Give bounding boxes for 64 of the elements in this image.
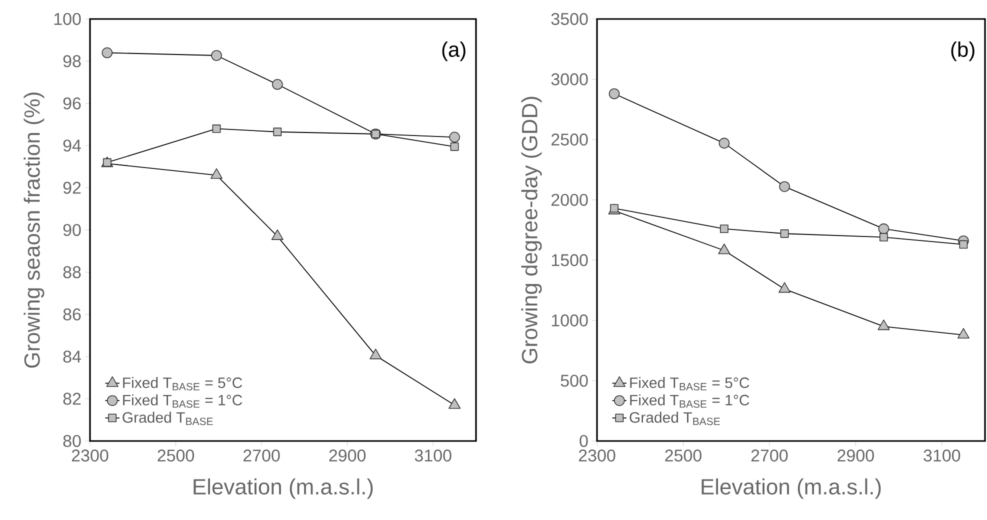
legend-label: Fixed T$_{BASE}$ = 1°C [123, 394, 242, 408]
y-axis-title: Growing degree-day (GDD) [521, 96, 542, 364]
legend-label: Fixed T$_{BASE}$ = 5°C [123, 377, 242, 390]
x-tick-label: 2500 [665, 450, 702, 462]
point [271, 229, 284, 240]
y-tick-label: 1000 [552, 314, 588, 326]
point [779, 181, 790, 192]
point [448, 398, 461, 409]
y-tick-label: 90 [63, 224, 81, 236]
y-tick-label: 86 [63, 308, 81, 320]
y-axis-title: Growing seaosn fraction (%) [24, 92, 44, 368]
y-tick-label: 500 [560, 374, 588, 387]
y-tick-label: 2000 [552, 194, 588, 206]
x-tick-label: 2300 [578, 450, 616, 462]
point [211, 50, 222, 61]
point [957, 328, 970, 339]
point [273, 128, 282, 136]
point [879, 233, 888, 242]
point [212, 124, 221, 133]
y-tick-label: 98 [63, 55, 81, 68]
x-tick-label: 2500 [158, 450, 194, 462]
annotation: (a) [442, 42, 466, 62]
point [102, 47, 113, 58]
point [210, 168, 223, 179]
point [272, 79, 283, 90]
point [449, 132, 460, 143]
legend-label: Graded T$_{BASE}$ [630, 412, 720, 426]
point [959, 240, 968, 249]
y-tick-label: 96 [63, 97, 81, 110]
y-tick-label: 1500 [552, 254, 588, 266]
x-tick-label: 2900 [329, 450, 366, 462]
point [878, 320, 890, 330]
x-tick-label: 3100 [414, 450, 452, 462]
point [720, 224, 728, 233]
point [778, 282, 791, 293]
legend-label: Graded T$_{BASE}$ [122, 412, 213, 426]
x-tick-label: 2700 [244, 450, 280, 462]
point [370, 348, 382, 360]
point [608, 88, 620, 100]
y-tick-label: 100 [54, 12, 81, 26]
point [780, 229, 789, 238]
y-tick-label: 82 [63, 392, 81, 405]
y-tick-label: 0 [580, 434, 588, 448]
point [450, 142, 459, 151]
y-tick-label: 92 [63, 182, 81, 194]
x-axis-title: Elevation (m.a.s.l.) [194, 478, 373, 499]
y-tick-label: 80 [63, 434, 81, 448]
y-tick-label: 2500 [552, 134, 588, 146]
y-tick-label: 88 [63, 266, 81, 278]
legend-label: Fixed T$_{BASE}$ = 1°C [630, 394, 750, 408]
x-tick-label: 2300 [72, 450, 108, 462]
y-tick-label: 94 [63, 140, 81, 152]
x-tick-label: 3100 [924, 450, 960, 462]
annotation: (b) [951, 42, 974, 62]
x-tick-label: 2900 [838, 450, 874, 462]
point [718, 244, 730, 254]
x-tick-label: 2700 [751, 450, 788, 462]
point [718, 138, 730, 149]
legend-label: Fixed T$_{BASE}$ = 5°C [630, 377, 750, 390]
y-tick-label: 3000 [551, 73, 588, 86]
y-tick-label: 3500 [551, 12, 588, 26]
y-tick-label: 84 [63, 350, 81, 363]
x-axis-title: Elevation (m.a.s.l.) [702, 478, 881, 499]
point [878, 223, 890, 234]
